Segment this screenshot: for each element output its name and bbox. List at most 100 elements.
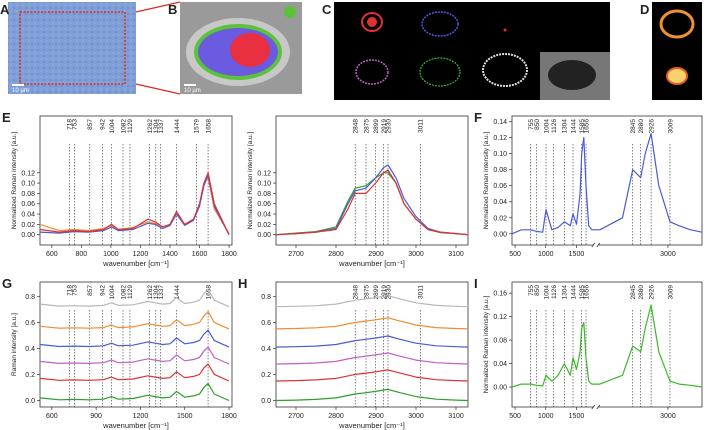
peak-label: 1004 xyxy=(543,119,550,134)
cluster-map xyxy=(367,17,377,27)
y-tick-label: 0.06 xyxy=(21,201,35,208)
x-tick-label: 2700 xyxy=(288,413,304,420)
axis-break xyxy=(592,242,599,248)
spectrum xyxy=(275,369,469,382)
panel-label: B xyxy=(168,2,177,17)
spectrum xyxy=(275,169,469,236)
x-tick-label: 1600 xyxy=(192,251,208,258)
peak-label: 857 xyxy=(87,285,94,296)
scale-label: 10 µm xyxy=(184,88,201,94)
spectrum xyxy=(275,164,469,236)
x-tick-label: 1000 xyxy=(538,251,554,258)
peak-label: 1585 xyxy=(579,285,586,300)
y-tick-label: 0.8 xyxy=(25,294,35,301)
x-tick-label: 500 xyxy=(509,251,521,258)
peak-label: 2930 xyxy=(385,119,392,134)
peak-label: 3009 xyxy=(667,119,674,134)
plot-frame xyxy=(511,281,703,408)
peak-label: 1585 xyxy=(579,119,586,134)
cluster-map xyxy=(659,9,695,39)
peak-label: 1337 xyxy=(158,285,165,300)
y-tick-label: 0.14 xyxy=(493,119,507,126)
y-tick-label: 0.06 xyxy=(257,201,271,208)
x-tick-label: 3000 xyxy=(660,251,676,258)
panel-label: C xyxy=(322,2,332,17)
panel-b-image: 10 µm xyxy=(180,2,302,94)
axis-break xyxy=(592,404,599,410)
peak-label: 2875 xyxy=(363,119,370,134)
x-tick-label: 1800 xyxy=(221,413,237,420)
peak-label: 1579 xyxy=(194,119,201,134)
cluster-map xyxy=(503,28,507,32)
y-tick-label: 0.0 xyxy=(25,398,35,405)
peak-label: 1129 xyxy=(127,285,134,299)
y-tick-label: 0.04 xyxy=(257,212,271,219)
x-tick-label: 3000 xyxy=(408,251,424,258)
peak-label: 1444 xyxy=(570,119,577,134)
spectrum xyxy=(39,289,230,308)
peak-label: 1304 xyxy=(153,119,160,134)
y-tick-label: 0.2 xyxy=(25,372,35,379)
zoom-line xyxy=(135,1,181,13)
y-tick-label: 0.04 xyxy=(493,361,507,368)
y-tick-label: 0.04 xyxy=(493,199,507,206)
axis-break xyxy=(596,404,601,410)
x-tick-label: 1400 xyxy=(162,251,178,258)
panel-label: H xyxy=(238,276,247,291)
y-tick-label: 0.00 xyxy=(21,232,35,239)
texture xyxy=(8,2,136,94)
x-tick-label: 1000 xyxy=(538,413,554,420)
y-tick-label: 0.06 xyxy=(493,183,507,190)
y-tick-label: 0.10 xyxy=(257,181,271,188)
x-tick-label: 1800 xyxy=(221,251,237,258)
spectrum xyxy=(39,363,230,382)
peak-label: 718 xyxy=(67,285,74,296)
x-tick-label: 1500 xyxy=(569,251,585,258)
x-tick-label: 1200 xyxy=(133,413,149,420)
x-axis-label: wavenumber [cm⁻¹] xyxy=(338,259,405,268)
peak-label: 2899 xyxy=(373,285,380,300)
y-tick-label: 0.02 xyxy=(493,215,507,222)
scale-bar xyxy=(12,84,24,86)
background xyxy=(652,2,702,100)
peak-label: 850 xyxy=(534,285,541,296)
y-tick-label: 0.04 xyxy=(21,212,35,219)
x-tick-label: 900 xyxy=(90,413,102,420)
peak-label: 1126 xyxy=(551,119,558,133)
peak-label: 1656 xyxy=(583,285,590,300)
peak-label: 1304 xyxy=(153,285,160,300)
peak-label: 753 xyxy=(72,119,79,130)
x-tick-label: 1500 xyxy=(177,413,193,420)
cluster-map xyxy=(666,67,688,85)
fragment xyxy=(284,6,296,18)
peak-label: 3009 xyxy=(667,285,674,300)
x-axis-label: wavenumber [cm⁻¹] xyxy=(338,421,405,430)
zoom-line xyxy=(135,83,181,95)
peak-label: 1262 xyxy=(147,285,154,300)
x-axis-label: wavenumber [cm⁻¹] xyxy=(102,421,169,430)
spectrum xyxy=(39,174,230,235)
peak-label: 2845 xyxy=(630,119,637,134)
y-tick-label: 0.00 xyxy=(493,385,507,392)
y-tick-label: 0.08 xyxy=(493,167,507,174)
y-axis-label: Normalized Raman intensity [a.u.] xyxy=(483,296,490,394)
axis-break xyxy=(596,242,601,248)
spectrum xyxy=(275,317,469,330)
peak-label: 857 xyxy=(87,119,94,130)
peak-label: 1444 xyxy=(174,285,181,300)
plot-frame xyxy=(39,115,233,246)
plot-frame xyxy=(275,115,469,246)
peak-label: 718 xyxy=(67,119,74,130)
peak-label: 1304 xyxy=(562,285,569,300)
x-axis-label: wavenumber [cm⁻¹] xyxy=(102,259,169,268)
x-tick-label: 1500 xyxy=(569,413,585,420)
panel-label: I xyxy=(474,276,478,291)
x-tick-label: 1000 xyxy=(103,251,119,258)
peak-label: 2930 xyxy=(385,285,392,300)
peak-label: 2919 xyxy=(381,119,388,134)
peak-label: 850 xyxy=(534,119,541,130)
spectrum xyxy=(39,177,230,234)
peak-label: 1126 xyxy=(551,285,558,299)
y-tick-label: 0.4 xyxy=(261,346,271,353)
y-tick-label: 0.02 xyxy=(21,222,35,229)
